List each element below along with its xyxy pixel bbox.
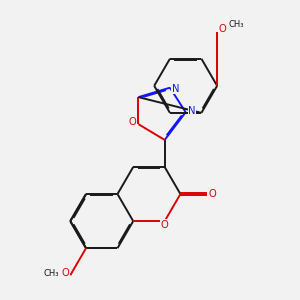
Text: N: N — [172, 84, 180, 94]
Text: CH₃: CH₃ — [228, 20, 244, 29]
Text: N: N — [188, 106, 196, 116]
Text: O: O — [208, 189, 216, 199]
Text: O: O — [128, 117, 136, 127]
Text: CH₃: CH₃ — [44, 268, 59, 278]
Text: O: O — [161, 220, 169, 230]
Text: O: O — [61, 268, 69, 278]
Text: O: O — [218, 24, 226, 34]
